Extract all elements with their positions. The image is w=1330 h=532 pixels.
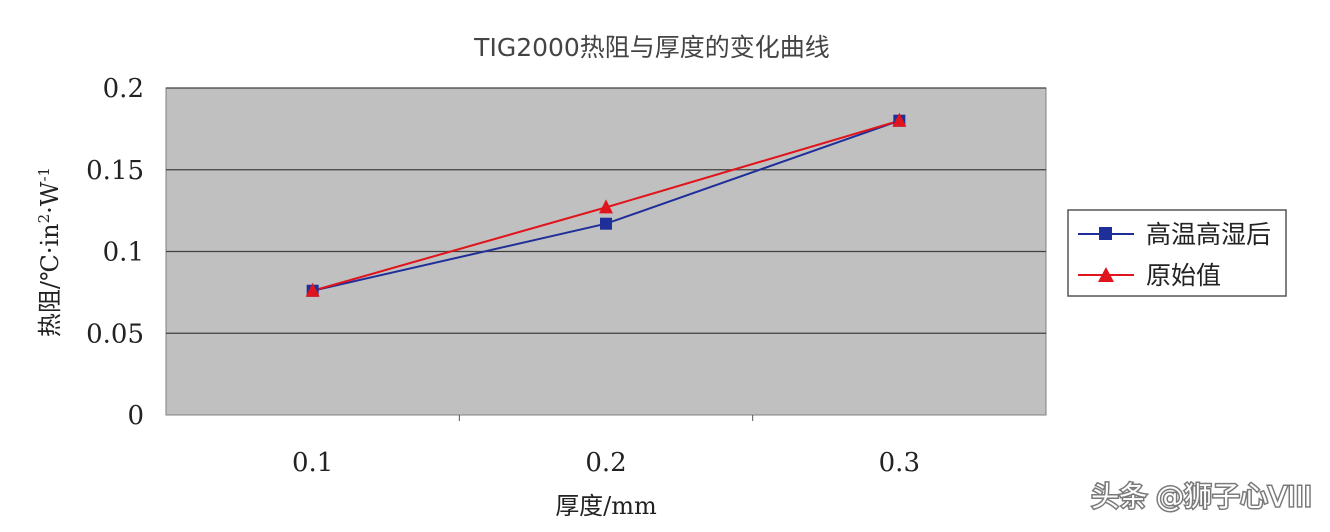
x-axis-label: 厚度/mm <box>555 492 657 520</box>
legend: 高温高湿后 原始值 <box>1067 209 1287 297</box>
x-tick-label: 0.3 <box>879 448 920 478</box>
y-tick-label: 0 <box>127 401 144 431</box>
y-tick-label: 0.15 <box>86 156 144 186</box>
series-group <box>305 112 907 297</box>
legend-label-2: 原始值 <box>1146 261 1221 290</box>
watermark: 头条 @狮子心VIII <box>1091 480 1312 513</box>
y-tick-label: 0.1 <box>103 238 144 268</box>
data-point-triangle <box>305 282 320 297</box>
legend-item-2: 原始值 <box>1078 261 1221 290</box>
data-point-triangle <box>599 199 613 214</box>
chart-title: TIG2000热阻与厚度的变化曲线 <box>473 33 830 62</box>
y-axis-ticks: 0 0.05 0.1 0.15 0.2 <box>86 74 144 431</box>
legend-triangle-marker-icon <box>1098 267 1114 282</box>
x-tick-label: 0.1 <box>292 448 333 478</box>
y-tick-label: 0.05 <box>86 319 144 349</box>
legend-item-1: 高温高湿后 <box>1078 220 1271 249</box>
legend-label-1: 高温高湿后 <box>1146 220 1271 249</box>
x-tick-label: 0.2 <box>585 448 626 478</box>
gridlines <box>166 87 1046 334</box>
y-axis-label: 热阻/℃·in2·W-1 <box>35 167 64 337</box>
y-tick-label: 0.2 <box>103 74 144 104</box>
data-point-triangle <box>892 112 907 127</box>
legend-square-marker-icon <box>1099 227 1112 240</box>
x-axis-ticks: 0.1 0.2 0.3 <box>292 415 920 478</box>
data-point-square <box>600 217 612 230</box>
